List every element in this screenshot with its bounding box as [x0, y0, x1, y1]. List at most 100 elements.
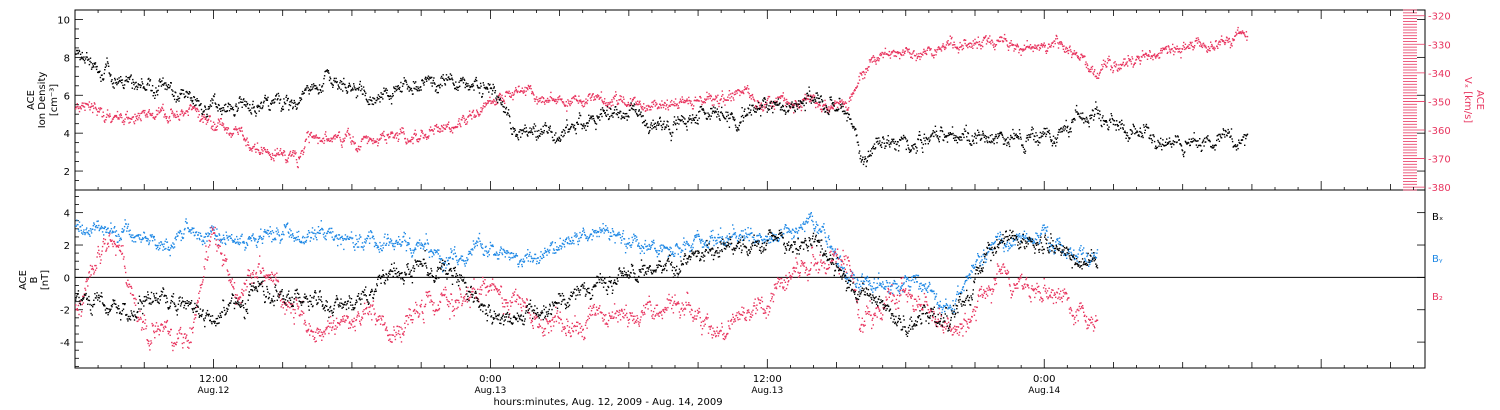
vx-data-point	[326, 140, 328, 142]
by-data-point	[282, 231, 284, 233]
ion-density-data-point	[520, 136, 522, 138]
ion-density-data-point	[826, 106, 828, 108]
ion-density-data-point	[712, 110, 714, 112]
vx-data-point	[978, 41, 981, 43]
by-data-point	[169, 254, 171, 257]
vx-data-point	[144, 114, 147, 116]
vx-data-point	[1001, 40, 1004, 42]
ion-density-data-point	[842, 105, 844, 108]
ion-density-data-point	[490, 87, 493, 90]
vx-data-point	[1217, 47, 1219, 49]
vx-data-point	[586, 102, 588, 105]
ion-density-data-point	[486, 87, 488, 89]
vx-data-point	[451, 126, 453, 129]
ion-density-data-point	[634, 111, 637, 113]
ion-density-data-point	[925, 137, 928, 139]
by-data-point	[99, 228, 101, 230]
vx-data-point	[830, 105, 832, 107]
vx-data-point	[1032, 50, 1034, 53]
by-data-point	[231, 239, 233, 241]
ion-density-data-point	[224, 110, 226, 113]
ion-density-data-point	[1045, 133, 1048, 135]
ion-density-data-point	[766, 111, 768, 113]
ion-density-data-point	[655, 128, 658, 130]
by-data-point	[77, 228, 80, 231]
ion-density-data-point	[529, 127, 531, 129]
vx-data-point	[717, 94, 719, 96]
vx-data-point	[1189, 47, 1191, 49]
ion-density-data-point	[1234, 144, 1237, 146]
vx-data-point	[924, 52, 926, 54]
ion-density-data-point	[203, 110, 205, 112]
ion-density-data-point	[348, 82, 350, 85]
by-data-point	[109, 231, 111, 233]
ion-density-data-point	[961, 139, 963, 141]
vx-data-point	[1213, 49, 1216, 51]
vx-data-point	[774, 100, 776, 102]
top-y2-tick-label: -380	[1428, 183, 1451, 194]
vx-data-point	[594, 98, 597, 101]
vx-data-point	[299, 155, 302, 158]
by-data-point	[287, 222, 289, 224]
ion-density-data-point	[951, 133, 953, 136]
ion-density-data-point	[1131, 130, 1133, 132]
vx-data-point	[1122, 63, 1124, 65]
ion-density-data-point	[518, 131, 521, 133]
vx-data-point	[385, 142, 388, 144]
ion-density-data-point	[125, 75, 127, 78]
ion-density-data-point	[594, 122, 597, 124]
vx-data-point	[1089, 71, 1091, 73]
vx-data-point	[530, 88, 532, 90]
ion-density-data-point	[469, 86, 471, 89]
vx-data-point	[519, 91, 521, 93]
ion-density-data-point	[130, 74, 132, 76]
ion-density-data-point	[972, 140, 974, 142]
vx-data-point	[1075, 52, 1077, 55]
vx-data-point	[255, 151, 257, 153]
ion-density-data-point	[931, 133, 933, 135]
ion-density-data-point	[1024, 150, 1027, 152]
by-data-point	[273, 239, 275, 241]
ion-density-data-point	[1100, 119, 1102, 122]
ion-density-data-point	[537, 135, 539, 138]
vx-data-point	[1245, 35, 1247, 38]
vx-data-point	[1166, 45, 1168, 48]
ion-density-data-point	[399, 86, 401, 89]
vx-data-point	[339, 139, 342, 141]
vx-data-point	[1069, 49, 1072, 51]
vx-data-point	[493, 98, 495, 101]
ion-density-data-point	[378, 95, 381, 98]
vx-data-point	[763, 106, 765, 108]
vx-data-point	[313, 137, 315, 139]
vx-data-point	[138, 115, 141, 117]
ion-density-data-point	[232, 109, 235, 111]
vx-data-point	[712, 98, 715, 100]
by-data-point	[190, 232, 192, 234]
top-y-tick-label: 6	[64, 91, 70, 102]
by-data-point	[89, 235, 91, 237]
vx-data-point	[554, 100, 556, 103]
ion-density-data-point	[740, 115, 743, 118]
ion-density-data-point	[872, 145, 875, 147]
ion-density-data-point	[188, 91, 191, 93]
vx-data-point	[348, 132, 350, 135]
vx-data-point	[802, 98, 805, 100]
ion-density-data-point	[601, 107, 604, 109]
ion-density-data-point	[593, 119, 595, 122]
ion-density-data-point	[694, 122, 697, 124]
ion-density-data-point	[539, 135, 541, 137]
vx-data-point	[611, 99, 613, 101]
ion-density-data-point	[914, 143, 916, 145]
ion-density-data-point	[1223, 129, 1225, 132]
ion-density-data-point	[304, 88, 306, 90]
ion-density-data-point	[321, 85, 324, 87]
ion-density-data-point	[1103, 123, 1105, 125]
vx-data-point	[1061, 42, 1063, 44]
vx-data-point	[827, 109, 829, 111]
vx-data-point	[612, 104, 614, 106]
vx-data-point	[223, 129, 226, 131]
vx-data-point	[840, 105, 843, 107]
ion-density-data-point	[943, 133, 945, 136]
vx-data-point	[1244, 34, 1246, 36]
ion-density-data-point	[1059, 131, 1061, 133]
